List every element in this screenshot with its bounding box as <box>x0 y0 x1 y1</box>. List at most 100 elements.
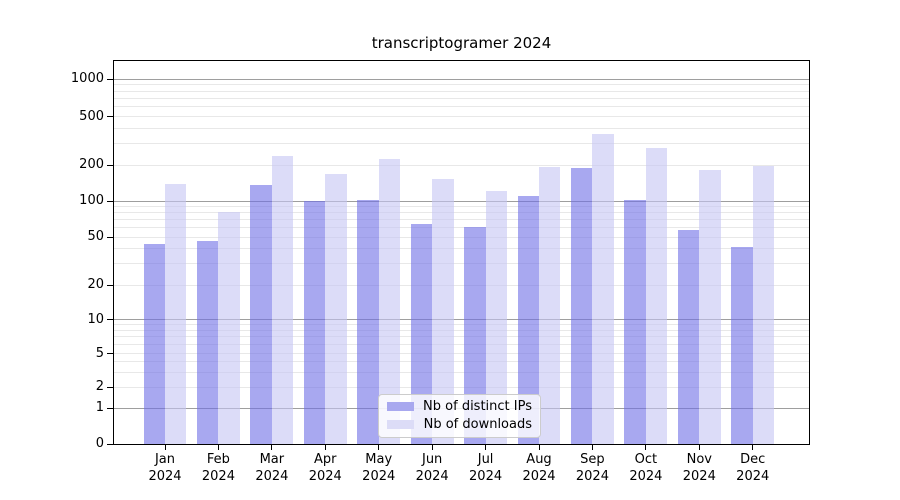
y-gridline-minor <box>114 336 809 338</box>
y-gridline-minor <box>114 84 809 86</box>
y-tick-label: 0 <box>95 436 104 451</box>
x-tick-label: Aug 2024 <box>507 451 571 485</box>
bar-downloads-feb <box>218 211 240 444</box>
y-gridline-major <box>114 319 809 320</box>
x-tick-year: 2024 <box>255 469 289 484</box>
y-tick-label: 1000 <box>70 71 104 86</box>
y-gridline-minor <box>114 116 809 118</box>
plot-area: Nb of distinct IPs Nb of downloads 0 1 2 5 1… <box>71 60 810 484</box>
y-tick <box>107 78 113 80</box>
y-tick <box>107 386 113 388</box>
bar-distinct-ips-jul <box>464 226 486 444</box>
x-tick <box>324 445 326 450</box>
x-tick-year: 2024 <box>201 469 235 484</box>
x-tick <box>271 445 273 450</box>
y-tick-label: 20 <box>87 277 104 292</box>
y-gridline-minor <box>114 263 809 265</box>
bar-downloads-dec <box>752 166 775 444</box>
y-gridline-minor <box>114 344 809 346</box>
chart-title: transcriptogramer 2024 <box>371 34 552 52</box>
x-tick-month: Sep <box>580 452 605 467</box>
y-tick <box>107 200 113 202</box>
bar-distinct-ips-feb <box>197 241 219 444</box>
y-tick-label: 100 <box>79 193 104 208</box>
y-gridline-minor <box>114 164 809 166</box>
x-tick-month: Aug <box>526 452 552 467</box>
legend-item-downloads: Nb of downloads <box>387 417 532 432</box>
x-tick-label: Apr 2024 <box>293 451 357 485</box>
x-tick-label: Jun 2024 <box>400 451 464 485</box>
x-tick-label: Oct 2024 <box>614 451 678 485</box>
y-tick-label: 5 <box>95 345 104 361</box>
y-gridline-minor <box>114 361 809 363</box>
x-tick-year: 2024 <box>736 469 770 484</box>
y-tick <box>107 319 113 320</box>
x-tick-month: Mar <box>259 452 285 467</box>
y-gridline-minor <box>114 106 809 108</box>
x-tick-year: 2024 <box>469 469 503 484</box>
bar-distinct-ips-jan <box>143 243 165 444</box>
y-gridline-minor <box>114 227 809 229</box>
y-gridline-minor <box>114 329 809 331</box>
y-tick <box>107 443 113 445</box>
x-tick-year: 2024 <box>629 469 663 484</box>
y-tick-label: 200 <box>79 157 104 173</box>
y-gridline-minor <box>114 212 809 214</box>
y-gridline-major <box>114 78 809 80</box>
x-tick <box>164 445 166 450</box>
bar-downloads-aug <box>539 167 561 444</box>
y-gridline-minor <box>114 284 809 286</box>
x-tick-year: 2024 <box>148 469 182 484</box>
x-tick <box>378 445 380 450</box>
x-tick-label: Sep 2024 <box>560 451 624 485</box>
x-tick-label: Jan 2024 <box>133 451 197 485</box>
legend-swatch <box>387 402 414 411</box>
x-tick-year: 2024 <box>682 469 716 484</box>
x-tick-month: Feb <box>206 452 230 467</box>
y-gridline-minor <box>114 219 809 221</box>
legend-item-distinct-ips: Nb of distinct IPs <box>387 399 532 414</box>
bar-distinct-ips-may <box>357 199 379 444</box>
x-tick <box>538 445 540 450</box>
x-tick-label: May 2024 <box>347 451 411 485</box>
y-gridline-minor <box>114 324 809 326</box>
y-tick <box>107 236 113 238</box>
y-tick <box>107 116 113 118</box>
x-tick-month: Jul <box>477 452 494 467</box>
x-tick-year: 2024 <box>308 469 342 484</box>
bar-downloads-mar <box>271 156 294 444</box>
y-tick-label: 500 <box>79 108 104 124</box>
y-tick <box>107 407 113 409</box>
x-tick-month: Apr <box>314 452 337 467</box>
x-tick-label: Feb 2024 <box>186 451 250 485</box>
x-tick <box>591 445 593 450</box>
y-tick-label: 10 <box>87 311 104 327</box>
x-tick-year: 2024 <box>362 469 396 484</box>
bar-distinct-ips-sep <box>571 167 593 444</box>
y-gridline-minor <box>114 371 809 373</box>
y-tick <box>107 353 113 354</box>
legend: Nb of distinct IPs Nb of downloads <box>378 394 541 438</box>
y-tick-label: 2 <box>95 379 104 394</box>
x-tick-label: Dec 2024 <box>721 451 785 485</box>
y-tick <box>107 164 113 166</box>
legend-swatch <box>387 420 414 429</box>
bar-downloads-sep <box>592 134 614 444</box>
bar-distinct-ips-jun <box>410 224 433 444</box>
x-tick-month: Oct <box>634 452 658 467</box>
x-tick-month: Dec <box>740 452 766 467</box>
x-tick-year: 2024 <box>575 469 609 484</box>
bar-downloads-nov <box>699 170 721 444</box>
x-tick-label: Nov 2024 <box>667 451 731 485</box>
x-tick <box>752 445 754 450</box>
bar-downloads-may <box>378 159 401 444</box>
x-tick <box>217 445 219 450</box>
y-tick <box>107 284 113 286</box>
x-tick-month: Nov <box>686 452 712 467</box>
x-tick <box>645 445 647 450</box>
y-gridline-minor <box>114 248 809 250</box>
x-tick-month: May <box>365 452 393 467</box>
y-gridline-minor <box>114 353 809 354</box>
x-tick <box>698 445 700 450</box>
